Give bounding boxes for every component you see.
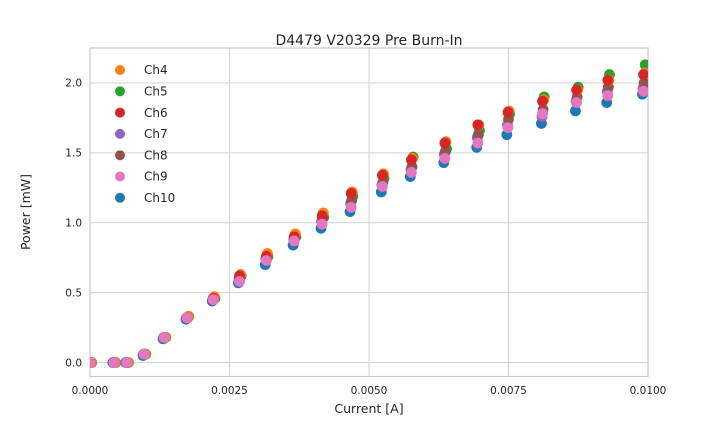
data-point-ch9 [376, 180, 388, 192]
data-point-ch9 [138, 348, 150, 360]
legend-marker-ch10 [115, 192, 125, 203]
legend-marker-ch9 [115, 171, 125, 182]
legend-item-ch10: Ch10 [115, 191, 175, 205]
y-tick-label: 1.0 [65, 218, 82, 230]
data-point-ch9 [90, 357, 96, 368]
legend-item-ch7: Ch7 [115, 127, 168, 141]
data-point-ch9 [260, 255, 272, 266]
data-point-ch6 [638, 69, 648, 80]
data-point-ch10 [570, 105, 581, 117]
data-point-ch9 [207, 294, 219, 306]
legend-item-ch9: Ch9 [115, 170, 168, 184]
data-point-ch6 [439, 137, 451, 149]
data-point-ch6 [376, 169, 388, 181]
data-point-ch9 [288, 235, 300, 247]
data-point-ch9 [537, 108, 548, 120]
x-tick-label: 0.0100 [630, 385, 667, 397]
data-point-ch9 [502, 122, 514, 134]
data-point-ch9 [602, 90, 614, 101]
legend-label-ch6: Ch6 [144, 106, 168, 120]
legend-marker-ch7 [115, 128, 125, 139]
legend-label-ch4: Ch4 [144, 63, 168, 77]
data-point-ch9 [345, 201, 357, 213]
y-tick-label: 1.5 [65, 148, 82, 160]
data-point-ch9 [234, 276, 245, 287]
data-point-ch9 [571, 97, 582, 108]
plot-border [89, 47, 649, 378]
data-point-ch6 [571, 84, 582, 96]
data-point-ch6 [537, 95, 548, 107]
data-point-ch8 [638, 77, 648, 89]
data-point-ch9 [472, 137, 484, 149]
data-point-ch6 [316, 210, 328, 222]
data-point-ch9 [439, 153, 451, 164]
tick-labels: 0.0000 0.0025 0.0050 0.0075 0.0100 0.0 0.5 1.0 1… [65, 78, 666, 397]
data-point-ch6 [502, 106, 514, 118]
legend-item-ch6: Ch6 [115, 106, 168, 120]
data-point-ch5 [639, 59, 648, 71]
data-point-ch9 [108, 357, 120, 368]
legend-label-ch10: Ch10 [144, 191, 175, 205]
data-points [90, 59, 648, 368]
data-point-ch6 [345, 187, 357, 199]
data-point-ch6 [602, 74, 614, 86]
x-tick-label: 0.0075 [490, 385, 527, 397]
data-point-ch8 [472, 129, 484, 141]
y-tick-label: 0.0 [65, 357, 82, 369]
data-point-ch9 [158, 331, 170, 343]
gridlines [89, 48, 649, 377]
y-axis-label: Power [mW] [18, 174, 33, 250]
legend-item-ch5: Ch5 [115, 85, 168, 99]
chart-title: D4479 V20329 Pre Burn-In [275, 33, 462, 49]
legend-item-ch8: Ch8 [115, 148, 168, 162]
data-point-ch6 [406, 154, 417, 166]
legend-marker-ch4 [115, 65, 125, 75]
x-tick-label: 0.0050 [351, 385, 388, 397]
y-tick-label: 0.5 [65, 287, 82, 299]
legend-label-ch7: Ch7 [144, 127, 168, 141]
legend-item-ch4: Ch4 [115, 63, 168, 77]
legend: Ch4 Ch5 Ch6 Ch7 Ch8 Ch9 Ch10 [115, 63, 175, 205]
legend-marker-ch5 [115, 86, 125, 97]
x-tick-label: 0.0025 [211, 385, 248, 397]
data-point-ch6 [472, 119, 484, 131]
y-tick-label: 2.0 [65, 78, 82, 90]
legend-label-ch8: Ch8 [144, 148, 168, 162]
x-tick-label: 0.0000 [72, 385, 109, 397]
x-axis-label: Current [A] [334, 401, 403, 416]
legend-marker-ch6 [115, 107, 125, 118]
data-point-ch9 [638, 85, 648, 97]
data-point-ch9 [181, 312, 193, 324]
legend-marker-ch8 [115, 150, 125, 161]
data-point-ch9 [316, 218, 328, 230]
legend-label-ch5: Ch5 [144, 85, 168, 99]
data-point-ch9 [406, 167, 417, 178]
data-point-ch9 [121, 357, 133, 368]
legend-label-ch9: Ch9 [144, 170, 168, 184]
